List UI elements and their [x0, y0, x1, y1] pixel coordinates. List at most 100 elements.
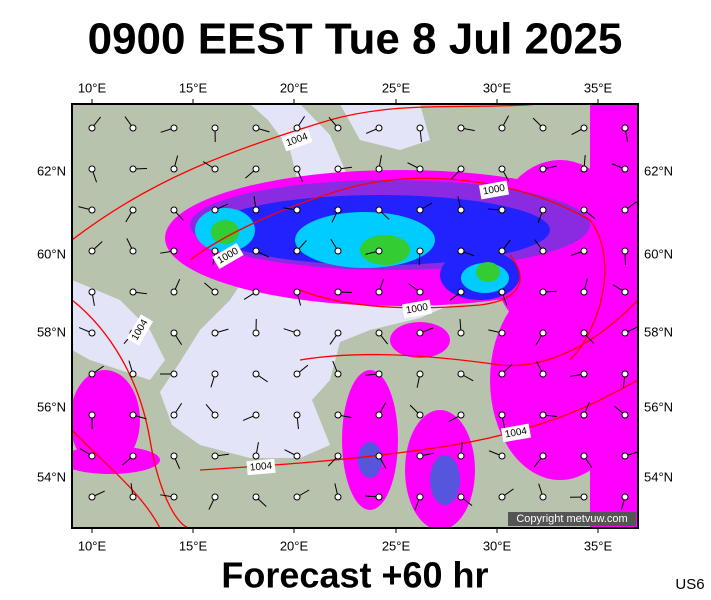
station	[416, 206, 424, 214]
label-box	[500, 423, 532, 443]
station	[539, 411, 547, 419]
station	[539, 329, 547, 337]
lon-label: 30°E	[483, 80, 512, 95]
isobar-label: 1004	[246, 458, 276, 476]
label-box	[246, 458, 276, 476]
lon-label: 15°E	[179, 538, 208, 553]
station	[457, 165, 465, 173]
lat-label: 62°N	[37, 163, 66, 178]
copyright: Copyright metvuw.com	[516, 513, 627, 525]
station	[293, 165, 301, 173]
isobar-label: 1004	[500, 423, 532, 443]
station	[416, 165, 424, 173]
station	[252, 165, 260, 173]
label-box	[478, 180, 510, 200]
station	[416, 452, 424, 460]
station	[621, 329, 629, 337]
station	[621, 411, 629, 419]
station	[498, 247, 506, 255]
station	[539, 206, 547, 214]
station	[211, 165, 219, 173]
station	[621, 165, 629, 173]
station	[498, 165, 506, 173]
station	[621, 247, 629, 255]
station	[211, 452, 219, 460]
station	[457, 452, 465, 460]
station	[580, 247, 588, 255]
station	[416, 288, 424, 296]
station	[621, 370, 629, 378]
station	[416, 411, 424, 419]
label-box	[126, 314, 154, 346]
station	[88, 124, 96, 132]
label-box	[281, 128, 313, 152]
station	[416, 329, 424, 337]
isobar-label: 1000	[401, 299, 433, 319]
station	[252, 411, 260, 419]
station	[457, 124, 465, 132]
station	[457, 411, 465, 419]
station	[211, 124, 219, 132]
station	[334, 370, 342, 378]
station	[129, 493, 137, 501]
station	[211, 411, 219, 419]
station	[334, 329, 342, 337]
frame	[71, 103, 639, 529]
station	[580, 493, 588, 501]
station	[334, 493, 342, 501]
station	[211, 206, 219, 214]
station	[621, 452, 629, 460]
station	[498, 329, 506, 337]
station	[498, 411, 506, 419]
station	[580, 165, 588, 173]
station	[252, 288, 260, 296]
map	[72, 104, 638, 528]
station	[580, 370, 588, 378]
station	[498, 288, 506, 296]
station	[293, 370, 301, 378]
station	[375, 370, 383, 378]
station	[580, 411, 588, 419]
station	[457, 329, 465, 337]
lat-label: 62°N	[644, 163, 673, 178]
station	[293, 206, 301, 214]
precipitation	[72, 104, 638, 528]
station	[539, 247, 547, 255]
station	[334, 411, 342, 419]
isobar-label: 1000	[478, 180, 510, 200]
lat-label: 54°N	[644, 469, 673, 484]
station	[457, 247, 465, 255]
station	[129, 452, 137, 460]
station	[457, 493, 465, 501]
station	[539, 452, 547, 460]
station	[211, 288, 219, 296]
station	[211, 329, 219, 337]
station	[539, 288, 547, 296]
station	[334, 288, 342, 296]
station	[170, 411, 178, 419]
station	[170, 247, 178, 255]
station	[252, 206, 260, 214]
station	[170, 288, 178, 296]
station	[498, 124, 506, 132]
station	[293, 452, 301, 460]
station	[129, 124, 137, 132]
isobar-label: 1004	[281, 128, 313, 152]
isobars	[72, 104, 638, 528]
stations	[78, 115, 638, 511]
lon-label: 35°E	[584, 80, 613, 95]
lon-label: 20°E	[280, 80, 309, 95]
station	[580, 124, 588, 132]
station	[334, 165, 342, 173]
station	[375, 493, 383, 501]
station	[498, 452, 506, 460]
station	[334, 452, 342, 460]
lat-label: 60°N	[644, 246, 673, 261]
station	[334, 124, 342, 132]
station	[375, 411, 383, 419]
station	[170, 329, 178, 337]
station	[293, 288, 301, 296]
label-box	[212, 242, 244, 270]
station	[621, 206, 629, 214]
station	[252, 329, 260, 337]
